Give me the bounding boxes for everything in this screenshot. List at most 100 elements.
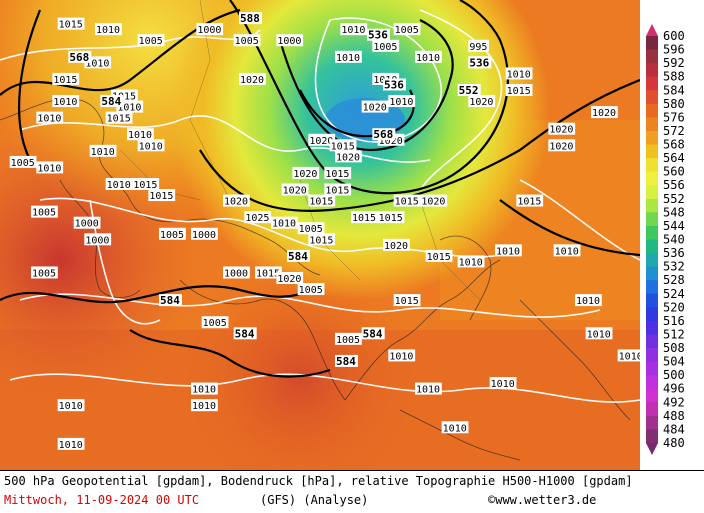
geopotential-label: 584 — [235, 327, 255, 340]
isobar-label: 1010 — [587, 329, 611, 340]
legend-value: 556 — [663, 178, 685, 192]
isobar-label-bg — [377, 211, 405, 224]
isobar-label: 1005 — [395, 25, 419, 36]
legend-swatch — [646, 117, 658, 132]
isobar-label-bg — [105, 111, 133, 124]
geopotential-label: 536 — [469, 56, 489, 69]
isobar-label: 1010 — [496, 246, 520, 257]
isobar-label-bg — [276, 34, 304, 47]
footer-info-line: Mittwoch, 11-09-2024 00 UTC (GFS) (Analy… — [4, 493, 700, 507]
isobar-label-bg — [553, 244, 581, 257]
legend-swatch — [646, 130, 658, 146]
isobar-label: 1005 — [11, 158, 35, 169]
legend-value: 528 — [663, 273, 685, 287]
copyright-link[interactable]: ©www.wetter3.de — [488, 493, 597, 507]
isobar-label-bg — [505, 67, 533, 80]
isobar-label: 1020 — [277, 274, 301, 285]
isobar-label-bg — [84, 233, 112, 246]
isobar-label: 1005 — [299, 285, 323, 296]
isobar-label-bg — [575, 294, 602, 307]
isobar-label-bg — [57, 17, 85, 30]
isobar-label: 1005 — [32, 268, 56, 279]
isobar-label: 1005 — [235, 36, 259, 47]
legend-value: 520 — [663, 300, 685, 314]
isobar-label-bg — [340, 23, 368, 36]
isobar-label: 1025 — [245, 213, 269, 224]
legend-value: 548 — [663, 205, 685, 219]
isobar-label: 1020 — [309, 136, 333, 147]
warm-core-south — [180, 260, 420, 470]
legend-value: 512 — [663, 327, 685, 341]
legend-swatch — [646, 334, 658, 349]
geopotential-label: 568 — [69, 51, 89, 64]
isobar-label-bg — [201, 316, 229, 329]
isobar-label-bg — [617, 349, 640, 362]
legend-swatch — [646, 144, 658, 159]
isobar-label: 1020 — [379, 136, 403, 147]
isobar-label-bg — [393, 194, 421, 207]
geopotential-label-bg — [100, 95, 124, 108]
isobar-label: 995 — [469, 42, 487, 53]
isobar-label: 1010 — [192, 401, 216, 412]
map-description: 500 hPa Geopotential [gpdam], Bodendruck… — [4, 474, 633, 488]
isobar-label-bg — [415, 50, 442, 63]
isobar-label-bg — [31, 205, 58, 218]
legend-value: 580 — [663, 97, 685, 111]
isobar-label-bg — [388, 349, 416, 362]
isobar-label: 1000 — [224, 268, 248, 279]
isobar-label-bg — [281, 183, 309, 196]
legend-swatch — [646, 266, 658, 281]
isobar-label: 1015 — [517, 197, 541, 208]
isobar-labels: 1015101010051000100010101010102010051010… — [9, 17, 640, 451]
isobar-label: 1015 — [427, 252, 451, 263]
isobar-label-bg — [468, 95, 496, 108]
isobar-label-bg — [425, 249, 453, 262]
geopotential-label: 584 — [101, 95, 121, 108]
geopotential-label: 584 — [363, 327, 383, 340]
isobar-label-bg — [191, 399, 218, 412]
isobar-label-bg — [548, 122, 576, 135]
geopotential-label-bg — [361, 327, 385, 340]
map-date: Mittwoch, 11-09-2024 00 UTC — [4, 493, 200, 507]
isobar-label: 1015 — [149, 191, 173, 202]
isobar-label-bg — [255, 266, 282, 279]
isobar-label: 1015 — [379, 213, 403, 224]
isobar-label-bg — [36, 161, 64, 174]
legend-swatch — [646, 388, 658, 403]
isobar-label-bg — [393, 294, 421, 307]
weather-map: 1015101010051000100010101010102010051010… — [0, 0, 640, 470]
isobar-label-bg — [468, 39, 489, 52]
isobar-label: 1010 — [37, 114, 61, 125]
legend-value: 560 — [663, 165, 685, 179]
geopotential-label: 552 — [459, 84, 479, 97]
isobar-label-bg — [324, 166, 352, 179]
isobar-label: 1000 — [192, 230, 216, 241]
legend-value: 532 — [663, 260, 685, 274]
isobar-label: 1005 — [373, 42, 397, 53]
geopotential-label-bg — [68, 50, 92, 63]
isobar-label: 1005 — [203, 318, 227, 329]
isobar-label-bg — [324, 183, 352, 196]
isobar-label-bg — [223, 194, 250, 207]
isobar-label-bg — [137, 139, 165, 152]
isobar-label: 1020 — [384, 241, 408, 252]
isobar-label-bg — [191, 227, 218, 240]
legend-swatch — [646, 185, 658, 200]
isobar-label: 1015 — [325, 169, 349, 180]
geopotential-label-bg — [159, 294, 182, 307]
isobar-label-bg — [89, 144, 117, 157]
isobar-label: 1010 — [85, 58, 109, 69]
isobar-label: 1010 — [416, 53, 440, 64]
isobar-label-bg — [308, 194, 336, 207]
isobar-label: 1010 — [619, 351, 640, 362]
isobar-label-bg — [591, 106, 618, 119]
legend-swatch — [646, 212, 658, 227]
isobar-label-bg — [127, 128, 154, 141]
isobar-label: 1020 — [549, 141, 573, 152]
isobar-label-bg — [52, 95, 80, 108]
isobar-label: 1010 — [37, 163, 61, 174]
isobar-label-bg — [415, 382, 442, 395]
legend-value: 540 — [663, 233, 685, 247]
geopotential-label: 536 — [384, 78, 404, 91]
isobar-label: 1020 — [363, 103, 387, 114]
